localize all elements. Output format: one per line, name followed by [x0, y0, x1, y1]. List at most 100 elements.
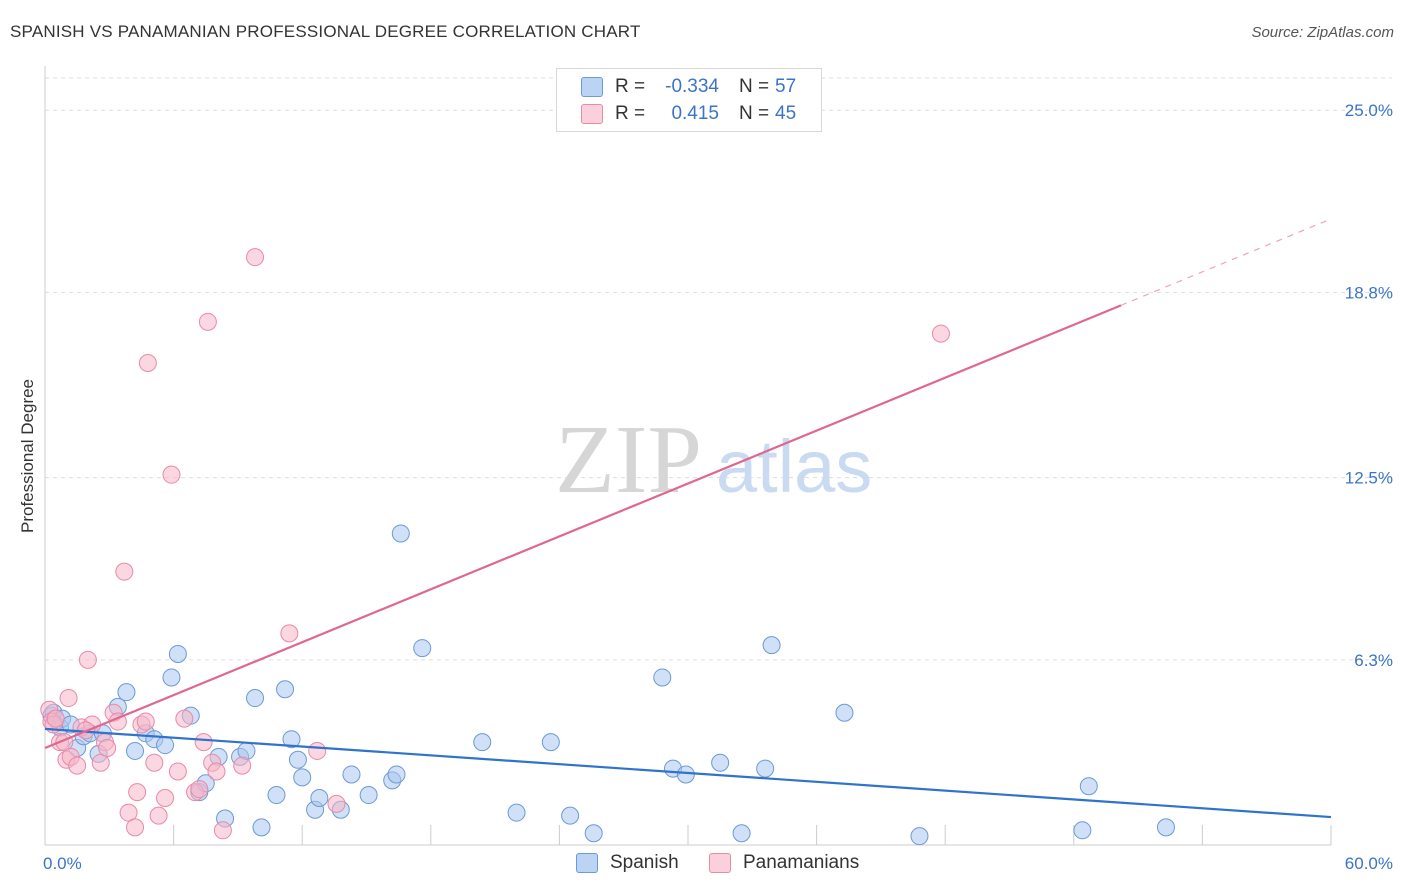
- spanish-point: [762, 636, 781, 655]
- correlation-legend: R = -0.334 N = 57 R = 0.415 N = 45: [556, 68, 822, 132]
- panamanian-point: [136, 712, 155, 731]
- spanish-point: [276, 680, 295, 699]
- y-tick-label: 6.3%: [1354, 651, 1393, 670]
- panamanian-point: [98, 739, 117, 758]
- panamanian-point: [145, 753, 164, 772]
- spanish-point: [676, 765, 695, 784]
- spanish-point: [561, 806, 580, 825]
- spanish-point: [282, 730, 301, 749]
- spanish-point: [473, 733, 492, 752]
- spanish-point: [584, 824, 603, 843]
- panamanian-point: [156, 788, 175, 807]
- panamanian-point: [59, 689, 78, 708]
- spanish-point: [267, 786, 286, 805]
- series-swatch-spanish: [576, 853, 598, 873]
- legend-n-value-spanish: 57: [775, 76, 797, 97]
- panamanian-point: [138, 353, 157, 372]
- spanish-point: [1156, 818, 1175, 837]
- spanish-point: [391, 524, 410, 543]
- watermark: ZIP atlas: [555, 406, 872, 514]
- panamanian-point: [128, 783, 147, 802]
- spanish-point: [541, 733, 560, 752]
- panamanian-point: [280, 624, 299, 643]
- legend-n-label: N =: [739, 76, 770, 97]
- legend-r-label: R =: [615, 76, 646, 97]
- series-label-spanish: Spanish: [610, 852, 679, 873]
- panamanian-point: [78, 650, 97, 669]
- spanish-point: [413, 639, 432, 658]
- series-swatch-panamanians: [709, 853, 731, 873]
- spanish-point: [653, 668, 672, 687]
- spanish-point: [359, 786, 378, 805]
- tick-labels: 6.3% 12.5% 18.8% 25.0% 0.0% 60.0%: [43, 101, 1393, 873]
- spanish-point: [117, 683, 136, 702]
- panamanian-point: [115, 562, 134, 581]
- panamanian-point: [162, 465, 181, 484]
- panamanian-point: [194, 733, 213, 752]
- series-legend: Spanish Panamanians: [0, 852, 1406, 878]
- panamanian-point: [46, 709, 65, 728]
- source-label: Source: ZipAtlas.com: [1251, 24, 1394, 41]
- spanish-point: [162, 668, 181, 687]
- legend-row-panamanian: R = 0.415 N = 45: [581, 102, 796, 126]
- series-legend-spanish[interactable]: Spanish: [576, 852, 679, 874]
- spanish-point: [1079, 777, 1098, 796]
- spanish-point: [156, 736, 175, 755]
- spanish-point: [126, 741, 145, 760]
- grid-lines: [45, 77, 1392, 661]
- legend-swatch-spanish: [581, 77, 603, 97]
- spanish-point: [711, 753, 730, 772]
- spanish-point: [342, 765, 361, 784]
- panamanian-point: [213, 821, 232, 840]
- watermark-zip: ZIP: [555, 406, 702, 514]
- legend-row-spanish: R = -0.334 N = 57: [581, 75, 796, 99]
- legend-n-label: N =: [739, 103, 770, 124]
- panamanian-point: [190, 780, 209, 799]
- spanish-point: [252, 818, 271, 837]
- data-points: [40, 248, 1175, 846]
- legend-r-label: R =: [615, 103, 646, 124]
- spanish-point: [246, 689, 265, 708]
- spanish-point: [732, 824, 751, 843]
- panamanian-point: [68, 756, 87, 775]
- legend-r-value-panamanian: 0.415: [671, 103, 719, 124]
- spanish-point: [387, 765, 406, 784]
- spanish-point: [835, 703, 854, 722]
- series-legend-panamanians[interactable]: Panamanians: [709, 852, 859, 874]
- spanish-point: [310, 788, 329, 807]
- panamanian-point: [126, 818, 145, 837]
- y-tick-label: 12.5%: [1345, 469, 1393, 488]
- panamanian-point: [207, 762, 226, 781]
- panamanian-point: [327, 794, 346, 813]
- spanish-point: [168, 644, 187, 663]
- y-tick-label: 18.8%: [1345, 283, 1393, 302]
- spanish-point: [910, 827, 929, 846]
- series-label-panamanians: Panamanians: [743, 852, 860, 873]
- panamanian-point: [308, 741, 327, 760]
- panamanian-point: [198, 312, 217, 331]
- y-tick-label: 25.0%: [1345, 101, 1393, 120]
- panamanian-point: [149, 806, 168, 825]
- panamanian-point: [168, 762, 187, 781]
- spanish-point: [507, 803, 526, 822]
- x-tick-label: 60.0%: [1345, 854, 1393, 873]
- legend-n-value-panamanian: 45: [775, 103, 797, 124]
- y-axis-title: Professional Degree: [18, 379, 37, 533]
- watermark-atlas: atlas: [716, 425, 872, 508]
- spanish-point: [293, 768, 312, 787]
- panamanian-point: [233, 756, 252, 775]
- spanish-point: [756, 759, 775, 778]
- panamanian-point: [931, 324, 950, 343]
- spanish-point: [288, 750, 307, 769]
- legend-swatch-panamanian: [581, 104, 603, 124]
- panamanian-trend-line: [44, 304, 1122, 750]
- panamanian-point: [246, 248, 265, 267]
- legend-r-value-spanish: -0.334: [665, 76, 719, 97]
- spanish-trend-line: [44, 727, 1332, 819]
- chart-title: SPANISH VS PANAMANIAN PROFESSIONAL DEGRE…: [10, 22, 641, 41]
- spanish-point: [1073, 821, 1092, 840]
- panamanian-trend-extension: [1120, 218, 1332, 306]
- panamanian-point: [175, 709, 194, 728]
- trend-lines: [44, 218, 1332, 819]
